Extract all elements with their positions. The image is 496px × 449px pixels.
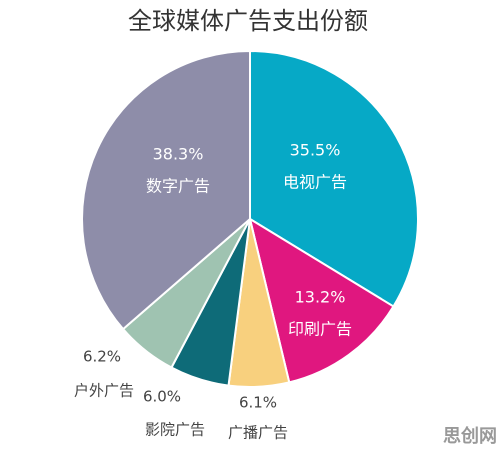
category-label: 印刷广告 xyxy=(288,320,352,339)
value-label: 35.5% xyxy=(290,141,341,160)
value-label: 38.3% xyxy=(153,145,204,164)
value-label: 6.2% xyxy=(83,348,121,366)
category-label: 影院广告 xyxy=(145,421,205,439)
category-label: 电视广告 xyxy=(283,173,347,192)
value-label: 6.0% xyxy=(143,388,181,406)
value-label: 6.1% xyxy=(239,394,277,412)
pie-slice xyxy=(248,216,395,384)
pie-slice xyxy=(249,49,419,308)
chart-title: 全球媒体广告支出份额 xyxy=(128,7,368,35)
value-label: 13.2% xyxy=(295,288,346,307)
category-label: 数字广告 xyxy=(146,177,210,196)
category-label: 户外广告 xyxy=(74,382,134,400)
category-label: 广播广告 xyxy=(228,424,288,442)
pie-slice xyxy=(81,49,251,331)
watermark: 思创网 xyxy=(443,425,496,447)
